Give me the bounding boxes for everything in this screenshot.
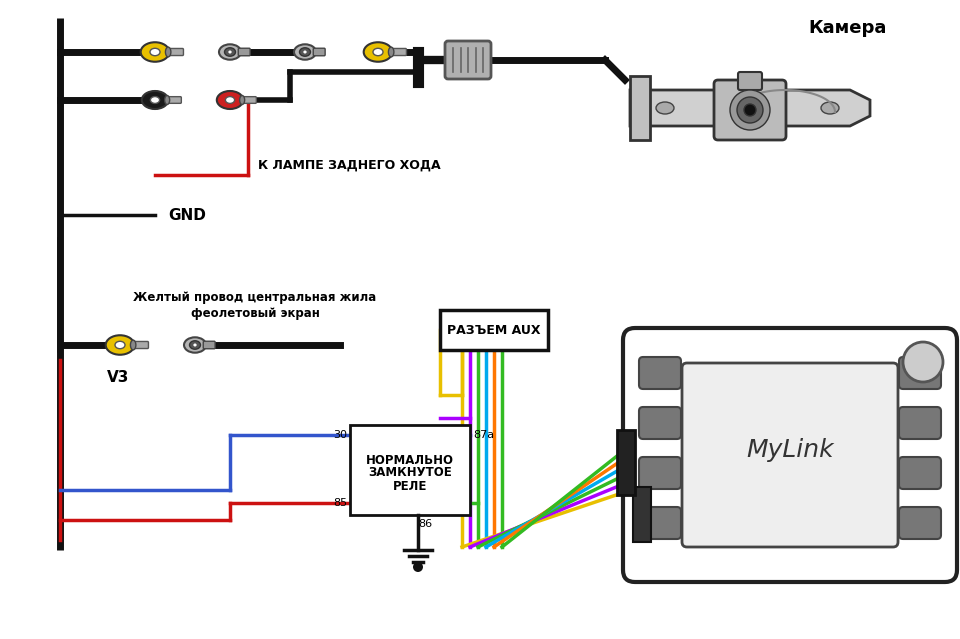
FancyBboxPatch shape bbox=[639, 507, 681, 539]
Text: 85: 85 bbox=[333, 498, 347, 508]
FancyBboxPatch shape bbox=[899, 357, 941, 389]
FancyBboxPatch shape bbox=[350, 425, 470, 515]
Ellipse shape bbox=[821, 102, 839, 114]
Ellipse shape bbox=[193, 343, 197, 346]
FancyBboxPatch shape bbox=[738, 72, 762, 90]
Text: Желтый провод центральная жила: Желтый провод центральная жила bbox=[133, 291, 376, 305]
Text: РАЗЪЕМ AUX: РАЗЪЕМ AUX bbox=[447, 323, 540, 337]
Ellipse shape bbox=[184, 337, 206, 353]
Ellipse shape bbox=[389, 47, 394, 57]
Text: ЗАМКНУТОЕ: ЗАМКНУТОЕ bbox=[368, 466, 452, 479]
Ellipse shape bbox=[226, 96, 234, 104]
FancyBboxPatch shape bbox=[204, 341, 215, 349]
FancyBboxPatch shape bbox=[390, 49, 406, 56]
Polygon shape bbox=[630, 76, 650, 140]
FancyBboxPatch shape bbox=[682, 363, 898, 547]
Text: 30: 30 bbox=[333, 430, 347, 440]
Ellipse shape bbox=[131, 340, 136, 350]
Ellipse shape bbox=[141, 42, 169, 62]
Ellipse shape bbox=[217, 91, 243, 109]
Text: К ЛАМПЕ ЗАДНЕГО ХОДА: К ЛАМПЕ ЗАДНЕГО ХОДА bbox=[258, 159, 441, 172]
Ellipse shape bbox=[225, 48, 235, 56]
FancyBboxPatch shape bbox=[166, 96, 181, 104]
FancyBboxPatch shape bbox=[899, 457, 941, 489]
Text: V3: V3 bbox=[107, 371, 130, 385]
Text: GND: GND bbox=[168, 208, 205, 222]
FancyBboxPatch shape bbox=[238, 48, 251, 56]
Ellipse shape bbox=[219, 44, 241, 59]
Text: 87a: 87a bbox=[473, 430, 494, 440]
Text: НОРМАЛЬНО: НОРМАЛЬНО bbox=[366, 454, 454, 466]
Ellipse shape bbox=[164, 95, 170, 105]
Circle shape bbox=[730, 90, 770, 130]
FancyBboxPatch shape bbox=[440, 310, 548, 350]
Circle shape bbox=[737, 97, 763, 123]
Ellipse shape bbox=[294, 44, 316, 59]
FancyBboxPatch shape bbox=[633, 487, 651, 542]
FancyBboxPatch shape bbox=[899, 407, 941, 439]
FancyBboxPatch shape bbox=[623, 328, 957, 582]
Ellipse shape bbox=[115, 341, 125, 349]
Polygon shape bbox=[630, 90, 870, 126]
Ellipse shape bbox=[300, 48, 310, 56]
Ellipse shape bbox=[150, 49, 160, 56]
Ellipse shape bbox=[364, 42, 393, 62]
FancyBboxPatch shape bbox=[639, 407, 681, 439]
FancyBboxPatch shape bbox=[241, 96, 256, 104]
Ellipse shape bbox=[165, 47, 171, 57]
Ellipse shape bbox=[373, 49, 383, 56]
FancyBboxPatch shape bbox=[714, 80, 786, 140]
FancyBboxPatch shape bbox=[899, 507, 941, 539]
FancyBboxPatch shape bbox=[617, 430, 635, 495]
Ellipse shape bbox=[151, 96, 159, 104]
Ellipse shape bbox=[240, 95, 245, 105]
Text: Камера: Камера bbox=[809, 19, 887, 37]
FancyBboxPatch shape bbox=[445, 41, 491, 79]
Circle shape bbox=[413, 562, 423, 572]
FancyBboxPatch shape bbox=[313, 48, 325, 56]
Ellipse shape bbox=[228, 50, 231, 54]
Text: 86: 86 bbox=[418, 519, 432, 529]
FancyBboxPatch shape bbox=[639, 357, 681, 389]
Circle shape bbox=[744, 104, 756, 116]
Text: РЕЛЕ: РЕЛЕ bbox=[393, 479, 427, 493]
Ellipse shape bbox=[303, 50, 306, 54]
FancyBboxPatch shape bbox=[132, 341, 149, 348]
Text: MyLink: MyLink bbox=[746, 438, 834, 462]
FancyBboxPatch shape bbox=[639, 457, 681, 489]
FancyBboxPatch shape bbox=[167, 49, 183, 56]
Ellipse shape bbox=[189, 341, 201, 350]
Ellipse shape bbox=[142, 91, 168, 109]
Circle shape bbox=[903, 342, 943, 382]
Ellipse shape bbox=[656, 102, 674, 114]
Text: феолетовый экран: феолетовый экран bbox=[191, 307, 320, 320]
Ellipse shape bbox=[106, 335, 134, 355]
